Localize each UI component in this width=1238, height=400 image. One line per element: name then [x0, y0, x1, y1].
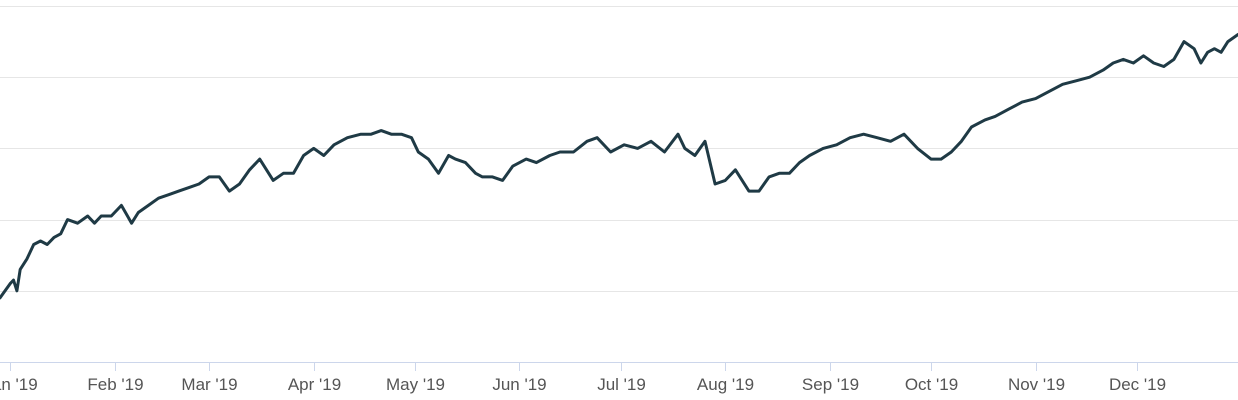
x-tick-label: Sep '19 [802, 375, 859, 394]
x-tick-label: Aug '19 [697, 375, 754, 394]
x-tick-label: Nov '19 [1008, 375, 1065, 394]
x-tick-label: Jan '19 [0, 375, 38, 394]
x-tick-label: Jul '19 [597, 375, 646, 394]
x-tick-label: Feb '19 [87, 375, 143, 394]
x-tick-label: Dec '19 [1109, 375, 1166, 394]
series-line [0, 33, 1238, 300]
x-tick-label: Oct '19 [905, 375, 958, 394]
x-tick-label: May '19 [386, 375, 445, 394]
x-axis-ticks: Jan '19 Feb '19 Mar '19 Apr '19 May '19 Jun '… [0, 362, 1166, 394]
x-tick-label: Mar '19 [181, 375, 237, 394]
x-tick-label: Jun '19 [492, 375, 546, 394]
x-tick-label: Apr '19 [288, 375, 341, 394]
